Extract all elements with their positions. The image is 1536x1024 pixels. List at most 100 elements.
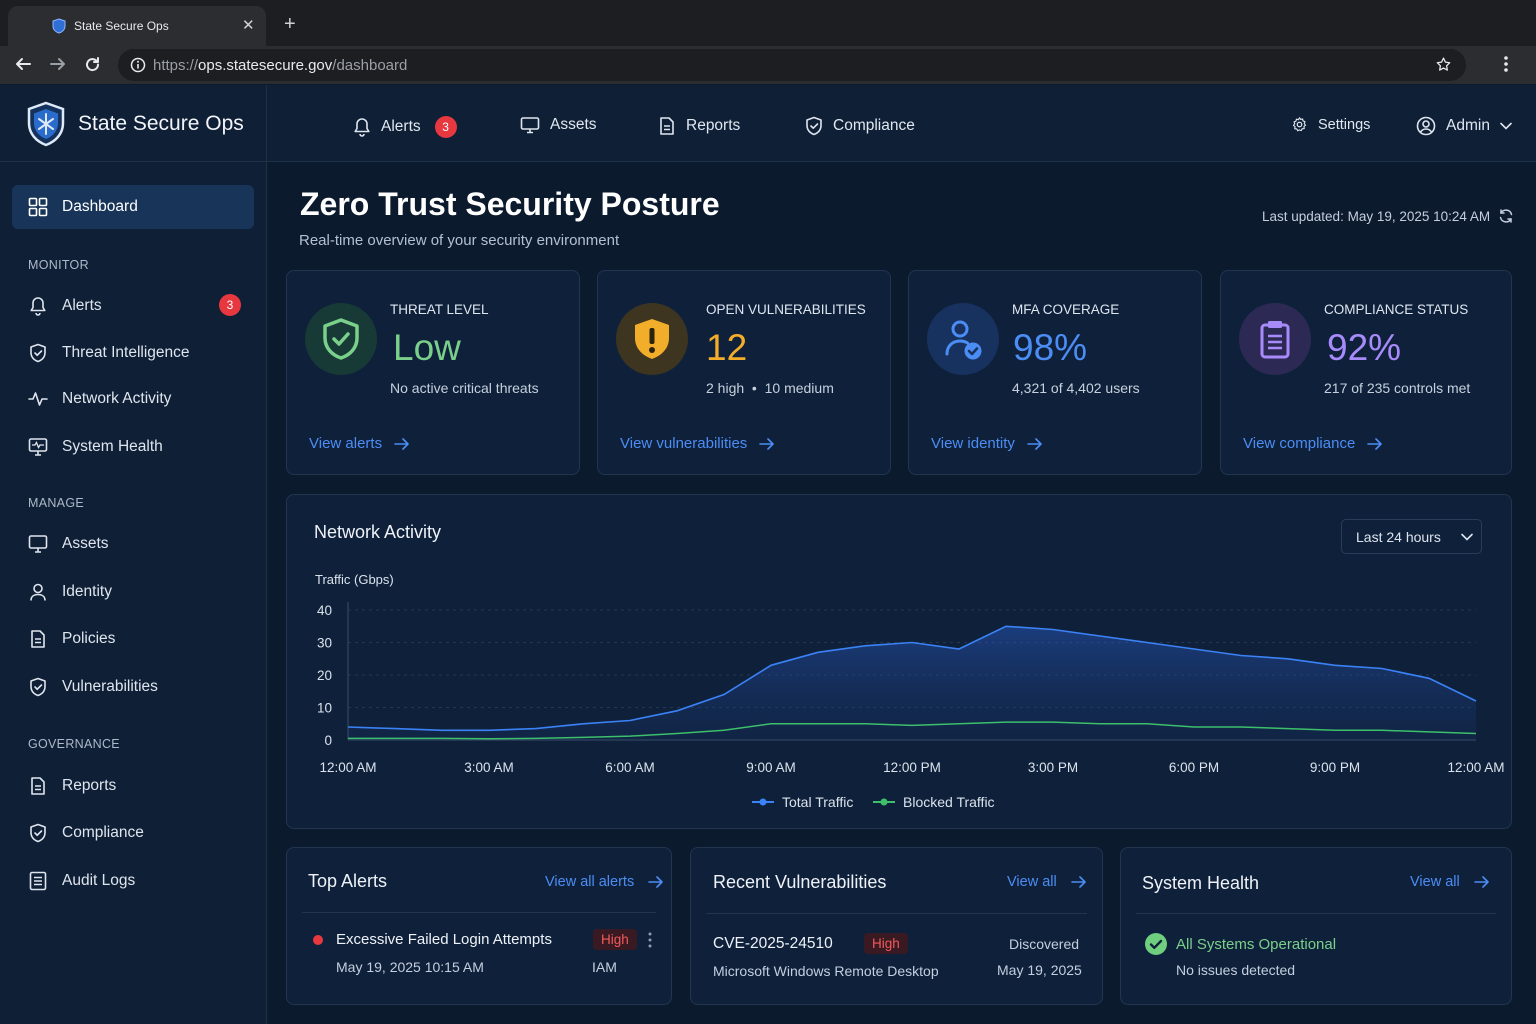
x-tick-label: 3:00 PM <box>1028 760 1078 775</box>
sidebar-item-alerts[interactable]: Alerts <box>28 296 102 316</box>
severity-dot <box>313 935 323 945</box>
close-tab-icon[interactable]: ✕ <box>242 17 255 34</box>
document-icon <box>658 116 676 136</box>
back-arrow-icon[interactable] <box>14 56 32 72</box>
time-range-select[interactable]: Last 24 hours <box>1341 519 1482 554</box>
y-tick-label: 30 <box>317 636 332 651</box>
view-vulnerabilities-link[interactable]: View vulnerabilities <box>620 435 775 452</box>
chevron-down-icon <box>1461 533 1473 541</box>
threat-level-value: Low <box>393 327 461 368</box>
browser-tab[interactable]: State Secure Ops ✕ <box>8 6 266 46</box>
nav-reports[interactable]: Reports <box>658 116 740 136</box>
alert-title[interactable]: Excessive Failed Login Attempts <box>336 931 552 948</box>
view-alerts-link[interactable]: View alerts <box>309 435 410 452</box>
user-menu[interactable]: Admin <box>1416 116 1512 136</box>
legend-marker <box>880 798 888 806</box>
top-alerts-title: Top Alerts <box>308 871 388 891</box>
view-all-alerts-link[interactable]: View all alerts <box>545 874 664 890</box>
shield-favicon-icon <box>52 18 66 34</box>
sidebar-item-label: Compliance <box>62 824 144 841</box>
y-axis-label: Traffic (Gbps) <box>315 572 394 587</box>
view-compliance-link[interactable]: View compliance <box>1243 435 1383 452</box>
x-tick-label: 12:00 AM <box>319 760 376 775</box>
forward-arrow-icon[interactable] <box>49 56 67 72</box>
card-sub: No active critical threats <box>390 380 539 396</box>
sidebar-item-network-activity[interactable]: Network Activity <box>28 389 171 409</box>
monitor-pulse-icon <box>28 437 48 457</box>
mfa-coverage-value: 98% <box>1013 327 1088 368</box>
recent-vulnerabilities-title: Recent Vulnerabilities <box>713 872 887 892</box>
site-info-icon[interactable] <box>130 57 146 73</box>
sidebar-item-reports[interactable]: Reports <box>28 776 116 796</box>
x-tick-label: 12:00 PM <box>883 760 941 775</box>
alerts-count-badge: 3 <box>434 116 457 138</box>
refresh-icon[interactable] <box>1498 208 1514 224</box>
y-tick-label: 40 <box>317 603 332 618</box>
browser-menu-icon[interactable] <box>1498 55 1514 73</box>
reload-icon[interactable] <box>84 56 101 73</box>
open-vulnerabilities-card: OPEN VULNERABILITIES 12 2 high • 10 medi… <box>597 270 891 475</box>
compliance-status-value: 92% <box>1327 327 1402 368</box>
total-traffic-line <box>347 625 1477 732</box>
alert-time: May 19, 2025 10:15 AM <box>336 959 484 975</box>
vuln-status: Discovered <box>1009 936 1080 952</box>
page-subtitle: Real-time overview of your security envi… <box>299 232 620 249</box>
card-label: COMPLIANCE STATUS <box>1324 302 1469 317</box>
view-all-vulnerabilities-link[interactable]: View all <box>1007 874 1087 890</box>
total-traffic-area <box>348 626 1476 740</box>
address-bar[interactable]: https://ops.statesecure.gov/dashboard <box>118 49 1466 81</box>
view-identity-link[interactable]: View identity <box>931 435 1043 452</box>
arrow-right-icon <box>1027 437 1043 450</box>
x-tick-label: 12:00 AM <box>1447 760 1504 775</box>
more-vertical-icon[interactable] <box>645 931 655 949</box>
arrow-right-icon <box>1070 876 1087 888</box>
document-icon <box>28 629 48 649</box>
threat-level-card: THREAT LEVEL Low No active critical thre… <box>286 270 580 475</box>
top-alerts-panel <box>286 847 672 1005</box>
nav-alerts-label: Alerts <box>381 118 421 135</box>
app-name: State Secure Ops <box>78 112 244 135</box>
sidebar-item-vulnerabilities[interactable]: Vulnerabilities <box>28 677 158 697</box>
nav-alerts[interactable]: Alerts 3 <box>353 116 457 138</box>
last-updated: Last updated: May 19, 2025 10:24 AM <box>1262 208 1514 224</box>
network-activity-title: Network Activity <box>314 522 442 542</box>
sidebar-item-policies[interactable]: Policies <box>28 629 115 649</box>
divider <box>706 913 1087 914</box>
user-check-icon <box>927 303 999 375</box>
nav-assets[interactable]: Assets <box>520 116 597 134</box>
compliance-status-card: COMPLIANCE STATUS 92% 217 of 235 control… <box>1220 270 1512 475</box>
system-health-title: System Health <box>1142 873 1260 893</box>
settings-button[interactable]: Settings <box>1291 116 1370 133</box>
activity-icon <box>28 389 48 409</box>
sidebar-item-audit-logs[interactable]: Audit Logs <box>28 871 135 891</box>
arrow-right-icon <box>394 437 410 450</box>
user-label: Admin <box>1446 117 1490 134</box>
vuln-date: May 19, 2025 <box>997 962 1082 978</box>
card-label: THREAT LEVEL <box>390 302 489 317</box>
sidebar-item-assets[interactable]: Assets <box>28 534 109 554</box>
shield-check-icon <box>805 116 823 136</box>
card-sub: 217 of 235 controls met <box>1324 380 1471 396</box>
cve-id[interactable]: CVE-2025-24510 <box>713 935 833 952</box>
alert-category: IAM <box>592 959 617 975</box>
card-label: MFA COVERAGE <box>1012 302 1120 317</box>
nav-compliance[interactable]: Compliance <box>805 116 915 136</box>
shield-check-icon <box>305 303 377 375</box>
arrow-right-icon <box>648 876 664 888</box>
bookmark-star-icon[interactable] <box>1435 56 1452 73</box>
sidebar-item-threat-intelligence[interactable]: Threat Intelligence <box>28 343 190 363</box>
sidebar-item-compliance[interactable]: Compliance <box>28 823 144 843</box>
gear-icon <box>1291 116 1308 133</box>
nav-compliance-label: Compliance <box>833 117 915 134</box>
sidebar-item-dashboard[interactable] <box>12 185 254 229</box>
sidebar-item-identity[interactable]: Identity <box>28 582 112 602</box>
user-circle-icon <box>1416 116 1436 136</box>
divider <box>302 912 656 913</box>
time-range-value: Last 24 hours <box>1356 528 1441 545</box>
sidebar-item-label: Threat Intelligence <box>62 344 190 361</box>
sidebar-item-system-health[interactable]: System Health <box>28 437 163 457</box>
y-tick-label: 10 <box>317 701 332 716</box>
app-header <box>0 85 1536 162</box>
new-tab-icon[interactable]: + <box>284 13 296 35</box>
view-all-health-link[interactable]: View all <box>1410 874 1490 890</box>
